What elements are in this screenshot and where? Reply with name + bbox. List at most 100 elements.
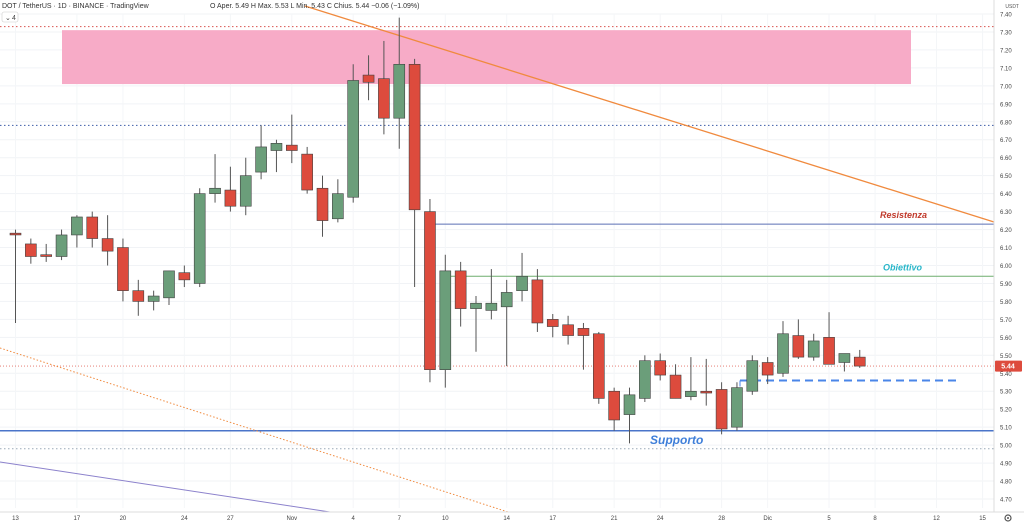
candle-body [577, 328, 590, 336]
candle-body [639, 360, 651, 399]
candle-body [470, 302, 482, 309]
candle [639, 355, 651, 403]
candle [9, 229, 22, 323]
candle-body [608, 390, 620, 421]
candle [255, 125, 267, 180]
time-tick-label: Nov [286, 516, 297, 522]
candle-body [761, 362, 774, 376]
candle-body [71, 216, 83, 236]
time-tick-label: 8 [873, 516, 877, 522]
candle [424, 199, 436, 383]
candle [853, 349, 866, 368]
candle [546, 313, 559, 338]
support-label: Supporto [650, 433, 703, 447]
candle [777, 321, 789, 377]
candle [40, 243, 53, 262]
candle-body [393, 63, 406, 119]
candle-body [807, 340, 820, 358]
candle-body [178, 272, 191, 281]
price-tick-label: 7.40 [1000, 13, 1012, 19]
candle [209, 154, 221, 203]
candle-body [193, 193, 206, 284]
grid [0, 13, 994, 508]
candle [270, 139, 283, 173]
candle-body [546, 319, 559, 327]
time-tick-label: 4 [352, 516, 356, 522]
candle [669, 364, 682, 399]
dotted-trend-line [0, 347, 509, 513]
legend-collapse-button[interactable]: ⌄ 4 [1, 11, 19, 23]
candle [746, 355, 759, 395]
candle-body [86, 216, 99, 239]
candle-body [838, 353, 851, 363]
candle [470, 296, 482, 352]
price-tick-label: 6.90 [1000, 102, 1012, 108]
candle [731, 382, 743, 431]
time-axis[interactable] [0, 512, 1024, 524]
candle [592, 331, 605, 404]
candle [301, 146, 313, 194]
candle-body [101, 238, 114, 252]
price-axis-ticks: 4.70 4.80 4.90 5.00 5.10 5.20 5.30 5.40 5.50 5.60… [1000, 13, 1012, 504]
candle [485, 269, 498, 320]
time-tick-label: 21 [611, 516, 618, 522]
candle [700, 358, 713, 406]
candle-body [408, 63, 421, 211]
price-tick-label: 6.10 [1000, 246, 1012, 252]
price-tick-label: 7.00 [1000, 84, 1012, 90]
candle [823, 312, 835, 365]
candle-body [516, 275, 528, 291]
candle [71, 215, 83, 248]
price-tick-label: 6.20 [1000, 228, 1012, 234]
price-tick-label: 7.30 [1000, 30, 1012, 36]
resistance-zone [62, 30, 911, 85]
currency-label: USDT [1005, 4, 1019, 10]
last-price-badge [995, 360, 1022, 372]
price-tick-label: 5.50 [1000, 354, 1012, 360]
candle [439, 254, 452, 388]
price-tick-label: 4.70 [1000, 498, 1012, 504]
candle [531, 269, 544, 332]
candle-body [239, 175, 252, 207]
candle [807, 333, 820, 361]
candle [623, 387, 636, 444]
candle [654, 353, 667, 381]
candle [715, 382, 728, 435]
candle-body [853, 356, 866, 367]
chevron-down-icon: ⌄ [5, 15, 11, 22]
time-tick-label: 12 [933, 516, 940, 522]
candle-body [731, 387, 743, 428]
gear-icon[interactable] [1004, 514, 1012, 522]
candle [147, 290, 160, 311]
time-tick-label: 24 [657, 516, 664, 522]
target-label: Obiettivo [883, 262, 923, 272]
price-axis[interactable] [994, 0, 1024, 512]
candle-body [700, 390, 713, 394]
price-tick-label: 6.60 [1000, 156, 1012, 162]
candle-body [485, 302, 498, 311]
price-tick-label: 5.90 [1000, 282, 1012, 288]
candle [101, 215, 114, 266]
trend-lines [0, 5, 995, 513]
candle-body [25, 243, 37, 257]
candle-body [823, 337, 835, 365]
candle-body [454, 270, 467, 309]
candle-body [777, 333, 789, 374]
last-price-value: 5.44 [1001, 364, 1015, 371]
candle [362, 55, 375, 101]
time-tick-label: 13 [12, 516, 19, 522]
time-tick-label: 28 [718, 516, 725, 522]
candle-body [270, 143, 283, 151]
candle-body [132, 290, 145, 302]
candle-body [531, 279, 544, 324]
resistance-label: Resistenza [880, 210, 927, 220]
time-tick-label: 24 [181, 516, 188, 522]
price-tick-label: 6.80 [1000, 120, 1012, 126]
candle-body [792, 335, 805, 358]
candle-body [55, 234, 68, 257]
time-tick-label: 20 [120, 516, 127, 522]
candle [178, 265, 191, 288]
